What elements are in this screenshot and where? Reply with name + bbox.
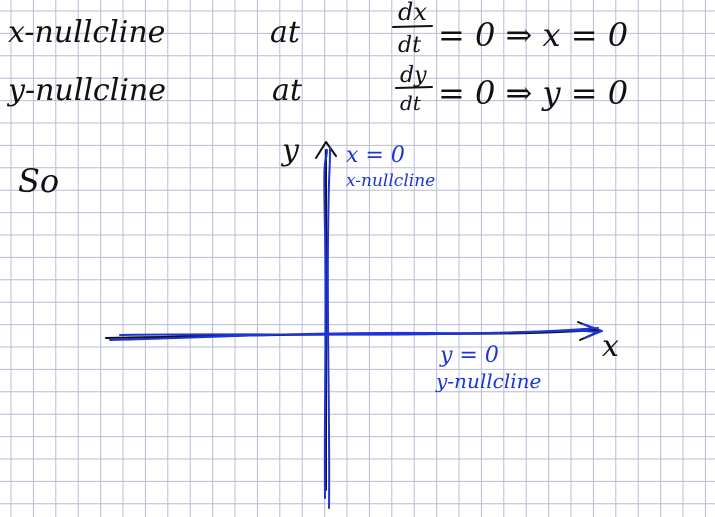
- note-line-2-lead: y-nullcline: [6, 73, 166, 108]
- x-axis-label: x: [602, 329, 619, 364]
- note-line-1-lead: x-nullcline: [8, 15, 165, 50]
- x-nullcline-label: x-nullcline: [346, 171, 435, 191]
- note-line-1-frac-num: dx: [398, 0, 427, 26]
- note-line-2-word: at: [272, 73, 303, 108]
- x-nullcline-equation: x = 0: [346, 143, 405, 168]
- y-axis-arrowhead: [315, 141, 337, 159]
- y-nullcline-equation: y = 0: [439, 343, 499, 368]
- note-line-1-eq: = 0 ⇒ x = 0: [438, 16, 628, 54]
- so-word: So: [18, 162, 59, 200]
- note-line-2: y-nullcline at dy dt = 0 ⇒ y = 0: [6, 63, 628, 115]
- note-line-2-frac-num: dy: [400, 63, 427, 88]
- y-axis-label: y: [280, 133, 300, 168]
- x-nullcline-curve: [326, 147, 331, 509]
- note-line-1-word: at: [270, 15, 301, 50]
- y-nullcline-curve-trace: [119, 327, 599, 336]
- note-line-2-frac-den: dt: [400, 91, 422, 115]
- x-nullcline-curve-trace: [323, 149, 328, 499]
- note-line-2-frac-bar: [395, 86, 433, 89]
- note-line-1-frac-bar: [392, 25, 433, 28]
- note-line-1-frac-den: dt: [398, 33, 421, 58]
- y-nullcline-label: y-nullcline: [435, 369, 541, 393]
- y-nullcline-arrowhead: [582, 323, 603, 339]
- note-line-2-eq: = 0 ⇒ y = 0: [438, 74, 628, 112]
- note-line-1: x-nullcline at dx dt = 0 ⇒ x = 0: [8, 0, 628, 58]
- nullclines: [109, 147, 603, 509]
- nullcline-annotations: x = 0 x-nullcline y = 0 y-nullcline: [346, 143, 541, 393]
